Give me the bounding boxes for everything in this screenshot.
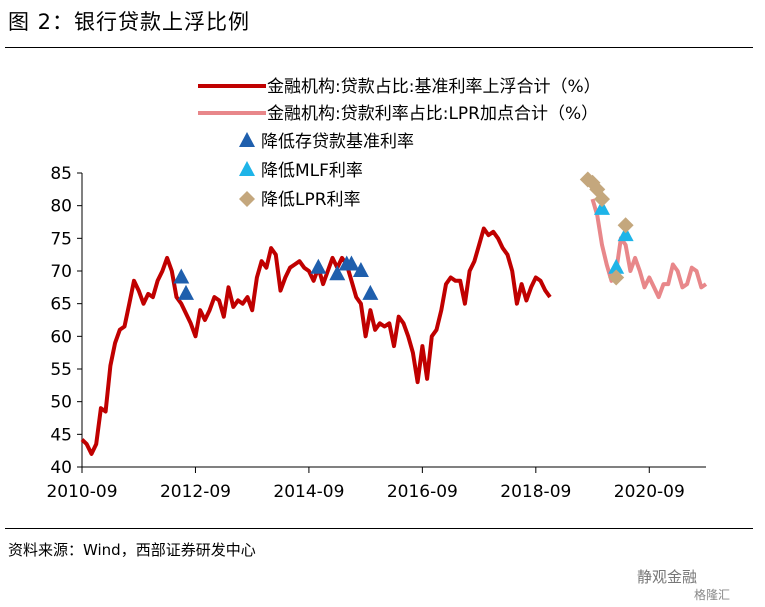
legend-swatch-3 (239, 132, 255, 147)
legend-label-2: 金融机构:贷款利率占比:LPR加点合计（%） (267, 104, 598, 124)
marker-1 (178, 284, 194, 300)
marker-2 (594, 199, 610, 215)
y-tick-label: 75 (50, 229, 72, 249)
x-tick-label: 2010-09 (46, 482, 117, 502)
chart-axes: 40 45 50 55 60 65 70 75 80 85 2010-09 2012-09 2014-0… (46, 164, 706, 502)
legend-label-1: 金融机构:贷款占比:基准利率上浮合计（%） (267, 77, 601, 97)
series-line-2 (590, 198, 708, 300)
y-tick-label: 50 (50, 393, 72, 413)
legend-swatch-4 (239, 161, 255, 176)
y-tick-label: 65 (50, 295, 72, 315)
chart-lines (80, 198, 708, 456)
marker-2 (617, 226, 634, 242)
legend-swatch-5 (239, 191, 255, 207)
marker-1 (343, 255, 360, 271)
x-tick-label: 2012-09 (160, 482, 231, 502)
watermark-sub: 格隆汇 (694, 588, 731, 602)
source-note: 资料来源：Wind，西部证券研发中心 (8, 541, 256, 559)
x-tick-label: 2014-09 (273, 482, 344, 502)
y-tick-label: 45 (50, 425, 72, 445)
marker-2 (608, 258, 625, 274)
marker-3 (594, 191, 610, 208)
x-tick-label: 2018-09 (500, 482, 571, 502)
marker-3 (617, 217, 634, 234)
x-tick-label: 2016-09 (387, 482, 458, 502)
marker-1 (352, 262, 369, 277)
y-tick-label: 70 (50, 262, 72, 282)
legend-label-3: 降低存贷款基准利率 (261, 132, 414, 152)
top-divider (5, 47, 753, 48)
marker-1 (329, 265, 346, 281)
bottom-divider (5, 528, 753, 529)
marker-3 (608, 269, 625, 286)
y-tick-label: 60 (50, 327, 72, 347)
legend-label-4: 降低MLF利率 (261, 161, 363, 181)
y-tick-label: 85 (50, 164, 72, 184)
y-tick-label: 80 (50, 197, 72, 217)
watermark: 静观金融 (637, 568, 698, 586)
marker-1 (362, 284, 379, 300)
page-title: 图 2：银行贷款上浮比例 (8, 10, 251, 34)
series-line-1 (80, 226, 552, 456)
chart-markers (173, 171, 634, 300)
legend-label-5: 降低LPR利率 (261, 190, 361, 210)
marker-1 (173, 268, 190, 284)
y-tick-label: 55 (50, 360, 72, 380)
chart-legend: 金融机构:贷款占比:基准利率上浮合计（%） 金融机构:贷款利率占比:LPR加点合计… (198, 77, 601, 210)
marker-1 (310, 258, 327, 274)
y-tick-label: 40 (50, 458, 72, 478)
x-tick-label: 2020-09 (614, 482, 685, 502)
